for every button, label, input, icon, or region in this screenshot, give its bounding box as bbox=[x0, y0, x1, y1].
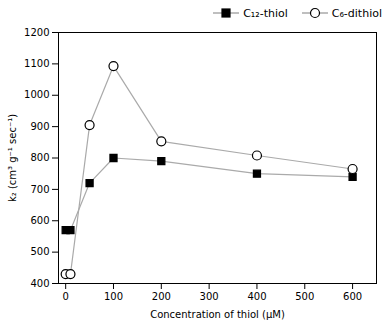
svg-text:1000: 1000 bbox=[24, 89, 49, 100]
svg-text:900: 900 bbox=[30, 121, 49, 132]
svg-text:300: 300 bbox=[200, 291, 219, 302]
svg-text:Concentration of thiol (μM): Concentration of thiol (μM) bbox=[150, 309, 285, 320]
svg-text:1200: 1200 bbox=[24, 27, 49, 38]
svg-text:500: 500 bbox=[295, 291, 314, 302]
svg-text:600: 600 bbox=[30, 215, 49, 226]
svg-text:500: 500 bbox=[30, 246, 49, 257]
svg-text:800: 800 bbox=[30, 152, 49, 163]
html-text:C₁₂-thiol: C₁₂-thiol bbox=[243, 6, 288, 20]
svg-text:200: 200 bbox=[152, 291, 171, 302]
svg-text:0: 0 bbox=[62, 291, 68, 302]
svg-text:400: 400 bbox=[247, 291, 266, 302]
svg-text:1100: 1100 bbox=[24, 58, 49, 69]
svg-text:700: 700 bbox=[30, 184, 49, 195]
svg-text:400: 400 bbox=[30, 278, 49, 289]
svg-text:100: 100 bbox=[104, 291, 123, 302]
html-text:C₆-dithiol: C₆-dithiol bbox=[331, 6, 382, 20]
svg-text:600: 600 bbox=[343, 291, 362, 302]
svg-text:k₂ (cm³ g⁻¹ sec⁻¹): k₂ (cm³ g⁻¹ sec⁻¹) bbox=[7, 114, 18, 202]
